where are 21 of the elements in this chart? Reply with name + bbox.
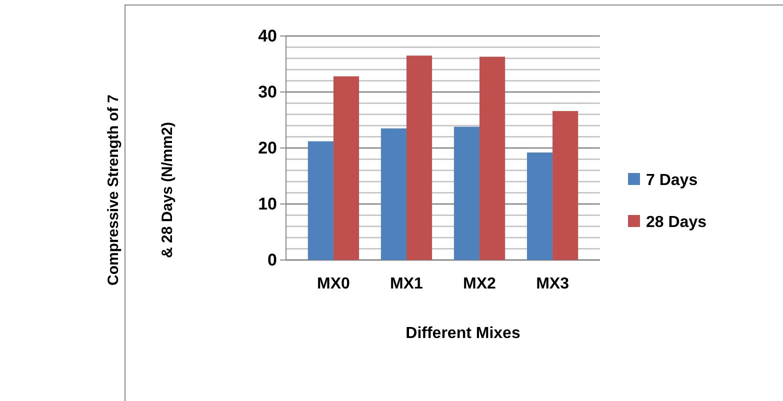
y-tick-label: 20 (258, 138, 277, 158)
x-tick-label: MX0 (317, 276, 350, 293)
bar (454, 126, 480, 260)
y-tick-label: 30 (258, 82, 277, 102)
bar (552, 111, 578, 260)
bar (480, 56, 506, 260)
bar (308, 141, 334, 260)
x-tick-label: MX3 (536, 276, 570, 293)
x-axis-title: Different Mixes (406, 325, 520, 342)
bar (380, 128, 406, 260)
bar (406, 56, 432, 260)
y-tick-label: 0 (268, 250, 277, 270)
x-tick-label: MX2 (463, 276, 496, 293)
bar (526, 152, 553, 260)
x-tick-label: MX1 (390, 276, 424, 293)
legend-label: 7 Days (646, 172, 698, 189)
text: Compressive Strength of 7 & 28 Days (N/mm2) (105, 94, 176, 286)
y-tick-label: 10 (258, 194, 277, 214)
y-tick-label: 40 (258, 26, 277, 46)
legend-label: 28 Days (646, 214, 707, 231)
bar (333, 76, 360, 260)
